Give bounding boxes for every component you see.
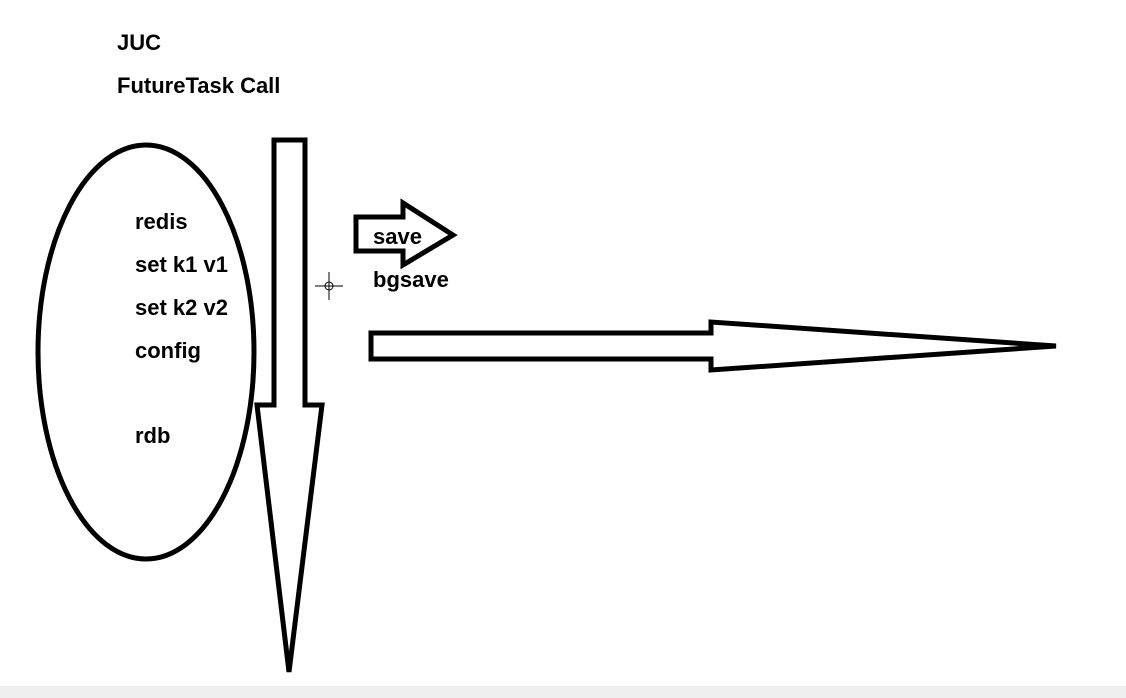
right-arrow	[368, 319, 1057, 373]
command-bgsave: bgsave	[373, 267, 449, 292]
ellipse-item-config: config	[135, 338, 201, 363]
save-arrow	[353, 198, 458, 270]
title-juc: JUC	[117, 30, 162, 55]
down-arrow	[254, 137, 325, 673]
ellipse-item-set-k1: set k1 v1	[135, 252, 228, 277]
ellipse-item-redis: redis	[135, 209, 188, 234]
title-futuretask-call: FutureTask Call	[117, 73, 281, 98]
ellipse-item-set-k2: set k2 v2	[135, 295, 228, 320]
ellipse-item-rdb: rdb	[135, 423, 171, 448]
bottom-strip	[0, 686, 1126, 698]
command-save: save	[373, 224, 422, 249]
crosshair-cursor-icon	[315, 272, 343, 300]
process-ellipse	[35, 142, 257, 562]
